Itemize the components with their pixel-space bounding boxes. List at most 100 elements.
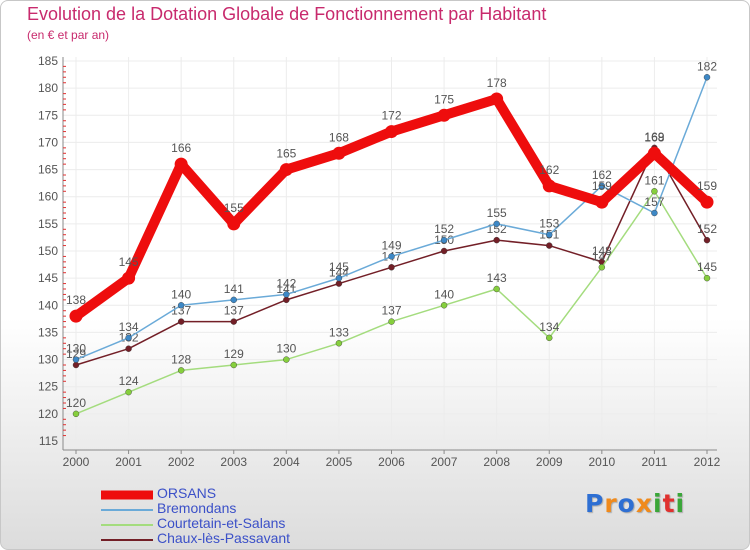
legend-label: Chaux-lès-Passavant [157, 530, 291, 546]
logo-letter: i [653, 489, 663, 518]
data-label-courtetain-et-salans: 129 [224, 347, 244, 361]
data-point-chaux-les-passavant [230, 318, 237, 325]
data-label-bremondans: 182 [697, 59, 717, 73]
data-label-orsans: 138 [66, 293, 86, 307]
data-point-chaux-les-passavant [125, 345, 132, 352]
data-point-bremondans [283, 291, 290, 298]
x-tick-label: 2012 [694, 455, 721, 469]
data-label-chaux-les-passavant: 137 [171, 304, 191, 318]
legend-swatch [101, 508, 153, 511]
data-label-bremondans: 145 [329, 260, 349, 274]
data-point-bremondans [335, 274, 343, 282]
data-point-courtetain-et-salans [335, 340, 343, 347]
legend-label: Courtetain-et-Salans [157, 515, 286, 531]
data-point-orsans [700, 195, 714, 209]
data-label-courtetain-et-salans: 161 [644, 173, 664, 187]
data-label-courtetain-et-salans: 130 [276, 342, 296, 356]
data-point-orsans [69, 309, 83, 323]
data-label-orsans: 165 [276, 147, 296, 161]
y-tick-label: 120 [38, 407, 58, 421]
data-point-courtetain-et-salans [598, 264, 606, 271]
data-label-orsans: 166 [171, 141, 191, 155]
data-point-bremondans [388, 253, 395, 260]
x-tick-label: 2002 [168, 455, 195, 469]
data-point-courtetain-et-salans [651, 188, 658, 195]
data-label-orsans: 145 [119, 255, 139, 269]
data-point-chaux-les-passavant [493, 236, 500, 244]
data-label-courtetain-et-salans: 134 [539, 320, 559, 334]
data-point-courtetain-et-salans [72, 410, 80, 418]
data-label-courtetain-et-salans: 147 [592, 249, 612, 263]
data-label-courtetain-et-salans: 128 [171, 352, 191, 366]
data-label-orsans: 168 [329, 130, 349, 144]
data-label-courtetain-et-salans: 120 [66, 396, 86, 410]
data-label-orsans: 172 [381, 109, 401, 123]
data-point-orsans [332, 146, 346, 160]
x-tick-label: 2005 [326, 455, 353, 469]
y-tick-label: 165 [38, 163, 58, 177]
legend-swatch [101, 538, 153, 541]
data-point-bremondans [598, 182, 606, 190]
data-label-bremondans: 142 [276, 276, 296, 290]
data-point-chaux-les-passavant [177, 318, 185, 325]
data-label-orsans: 159 [592, 179, 612, 193]
x-tick-label: 2003 [220, 455, 247, 469]
logo-letter: x [635, 489, 653, 518]
data-point-bremondans [651, 209, 658, 217]
data-label-bremondans: 140 [171, 287, 191, 301]
legend-label: ORSANS [157, 485, 217, 501]
logo-letter: i [675, 489, 686, 518]
x-tick-label: 2011 [642, 455, 668, 469]
data-point-orsans [647, 146, 661, 160]
data-label-bremondans: 149 [381, 238, 401, 252]
data-label-bremondans: 153 [539, 217, 559, 231]
data-label-chaux-les-passavant: 148 [592, 244, 612, 258]
data-point-courtetain-et-salans [388, 318, 395, 325]
data-point-bremondans [440, 236, 448, 244]
data-point-orsans [595, 195, 609, 209]
x-tick-label: 2010 [588, 455, 615, 469]
data-point-orsans [227, 217, 241, 231]
data-label-courtetain-et-salans: 143 [487, 271, 507, 285]
legend-swatch [101, 523, 153, 526]
data-label-courtetain-et-salans: 133 [329, 325, 349, 339]
data-point-courtetain-et-salans [230, 361, 237, 369]
y-tick-label: 125 [38, 380, 58, 394]
y-tick-label: 135 [38, 325, 58, 339]
data-point-bremondans [177, 302, 185, 309]
data-point-chaux-les-passavant [440, 247, 448, 255]
x-tick-label: 2006 [378, 455, 405, 469]
data-label-orsans: 159 [697, 179, 717, 193]
data-label-courtetain-et-salans: 124 [119, 374, 139, 388]
data-point-bremondans [72, 356, 80, 363]
logo-letter: P [585, 489, 605, 518]
data-label-courtetain-et-salans: 145 [697, 260, 717, 274]
logo-letter: r [604, 489, 618, 518]
data-label-bremondans: 152 [434, 222, 454, 236]
data-label-chaux-les-passavant: 152 [697, 222, 717, 236]
data-point-chaux-les-passavant [283, 296, 290, 304]
data-point-orsans [385, 125, 398, 139]
data-point-courtetain-et-salans [440, 302, 448, 309]
chart-title: Evolution de la Dotation Globale de Fonc… [27, 4, 547, 24]
data-label-bremondans: 141 [224, 282, 244, 296]
y-tick-label: 155 [38, 217, 58, 231]
y-tick-label: 185 [38, 54, 58, 68]
data-point-orsans [542, 179, 556, 193]
proxiti-logo: Proxiti [585, 489, 685, 518]
legend-label: Bremondans [157, 500, 237, 516]
data-label-courtetain-et-salans: 137 [381, 304, 401, 318]
x-tick-label: 2001 [115, 455, 142, 469]
data-label-orsans: 162 [539, 163, 559, 177]
data-label-chaux-les-passavant: 169 [644, 130, 664, 144]
data-label-orsans: 168 [644, 130, 664, 144]
data-label-bremondans: 157 [644, 195, 664, 209]
y-tick-label: 170 [38, 135, 58, 149]
data-point-chaux-les-passavant [335, 280, 343, 287]
data-label-bremondans: 130 [66, 342, 86, 356]
x-tick-label: 2009 [536, 455, 563, 469]
data-label-bremondans: 162 [592, 168, 612, 182]
data-point-orsans [174, 157, 188, 171]
data-point-bremondans [125, 334, 132, 342]
